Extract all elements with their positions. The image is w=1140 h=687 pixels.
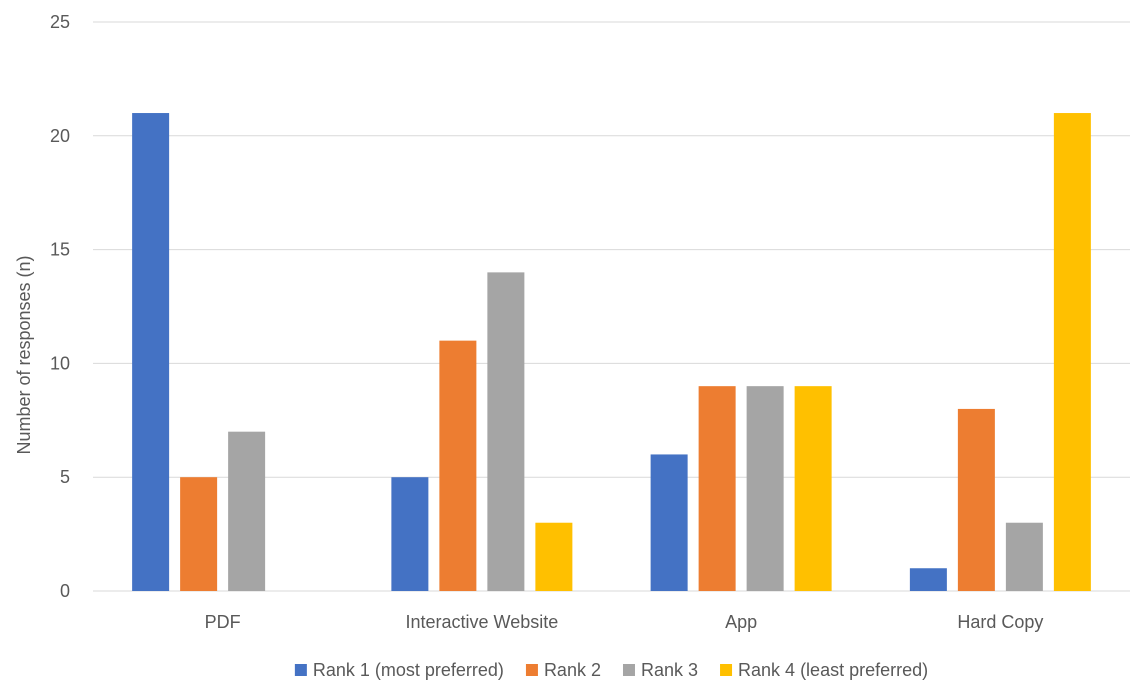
- bar: [487, 272, 525, 591]
- x-tick-label: Interactive Website: [406, 612, 559, 632]
- y-axis-label: Number of responses (n): [14, 255, 34, 454]
- legend-label: Rank 3: [641, 660, 698, 680]
- legend-swatch: [294, 664, 307, 676]
- bar: [746, 386, 784, 591]
- legend-label: Rank 4 (least preferred): [738, 660, 928, 680]
- bar: [228, 431, 266, 591]
- bar: [794, 386, 832, 591]
- x-tick-label: Hard Copy: [957, 612, 1043, 632]
- bar: [132, 113, 170, 591]
- legend-swatch: [622, 664, 635, 676]
- x-axis-ticks: PDF Interactive Website App Hard Copy: [205, 612, 1044, 632]
- legend-label: Rank 1 (most preferred): [313, 660, 504, 680]
- x-tick-label: PDF: [205, 612, 241, 632]
- legend-swatch: [525, 664, 538, 676]
- bar: [909, 568, 947, 591]
- y-tick-label: 10: [50, 353, 70, 373]
- legend-swatch: [720, 664, 733, 676]
- y-tick-label: 20: [50, 126, 70, 146]
- legend-label: Rank 2: [544, 660, 601, 680]
- y-tick-label: 0: [60, 581, 70, 601]
- bar: [535, 522, 573, 591]
- gridlines: [93, 21, 1130, 592]
- bars: [132, 113, 1091, 591]
- bar: [1053, 113, 1091, 591]
- bar: [698, 386, 736, 591]
- x-tick-label: App: [725, 612, 757, 632]
- legend: Rank 1 (most preferred) Rank 2 Rank 3 Rank …: [294, 660, 928, 680]
- bar: [180, 477, 218, 591]
- y-tick-label: 5: [60, 467, 70, 487]
- bar: [650, 454, 688, 591]
- y-tick-label: 15: [50, 240, 70, 260]
- bar: [439, 340, 477, 591]
- bar: [391, 477, 429, 591]
- bar: [957, 408, 995, 591]
- bar: [1005, 522, 1043, 591]
- y-tick-label: 25: [50, 12, 70, 32]
- y-axis-ticks: 0 5 10 15 20 25: [50, 12, 70, 601]
